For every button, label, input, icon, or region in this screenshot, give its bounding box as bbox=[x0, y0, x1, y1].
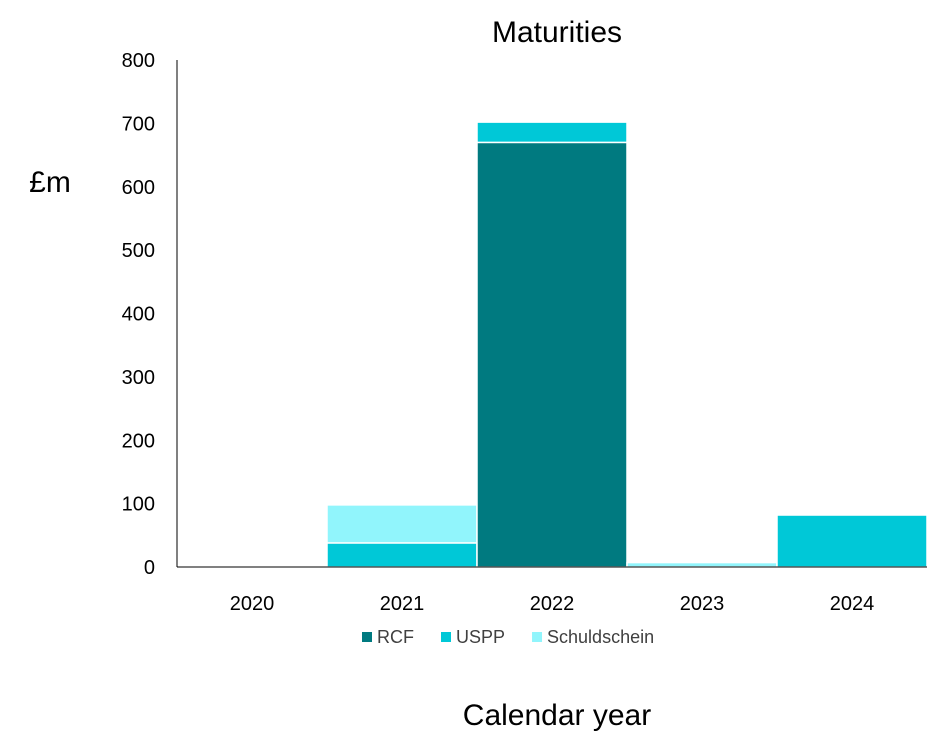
x-axis-title: Calendar year bbox=[463, 699, 651, 732]
chart-title: Maturities bbox=[492, 16, 622, 49]
y-tick-label: 300 bbox=[122, 367, 155, 389]
legend-label-rcf: RCF bbox=[377, 627, 414, 647]
y-tick-label: 600 bbox=[122, 177, 155, 199]
x-tick-label: 2022 bbox=[530, 593, 575, 615]
y-tick-label: 700 bbox=[122, 113, 155, 135]
x-tick-label: 2023 bbox=[680, 593, 725, 615]
y-tick-label: 0 bbox=[144, 557, 155, 579]
y-tick-labels: 0 100 200 300 400 500 600 700 800 bbox=[122, 50, 155, 579]
y-tick-label: 800 bbox=[122, 50, 155, 72]
bar-uspp-2022 bbox=[476, 121, 628, 144]
bar-uspp-2024 bbox=[776, 514, 927, 568]
bar-schuldschein-2021 bbox=[326, 504, 478, 544]
y-tick-label: 400 bbox=[122, 304, 155, 326]
legend: RCF USPP Schuldschein bbox=[362, 627, 654, 647]
y-axis-title: £m bbox=[29, 166, 71, 199]
y-tick-label: 100 bbox=[122, 494, 155, 516]
legend-label-schuldschein: Schuldschein bbox=[547, 627, 654, 647]
x-tick-label: 2021 bbox=[380, 593, 425, 615]
bar-schuldschein-2023 bbox=[626, 561, 778, 568]
legend-swatch-schuldschein bbox=[532, 632, 543, 642]
legend-swatch-uspp bbox=[441, 632, 451, 642]
y-tick-label: 500 bbox=[122, 240, 155, 262]
bars bbox=[326, 121, 927, 568]
legend-swatch-rcf bbox=[362, 632, 372, 642]
y-tick-label: 200 bbox=[122, 430, 155, 452]
x-tick-labels: 2020 2021 2022 2023 2024 bbox=[230, 593, 875, 615]
x-tick-label: 2020 bbox=[230, 593, 275, 615]
bar-rcf-2022 bbox=[476, 141, 628, 568]
bar-uspp-2021 bbox=[326, 542, 478, 568]
legend-label-uspp: USPP bbox=[456, 627, 505, 647]
x-tick-label: 2024 bbox=[830, 593, 875, 615]
